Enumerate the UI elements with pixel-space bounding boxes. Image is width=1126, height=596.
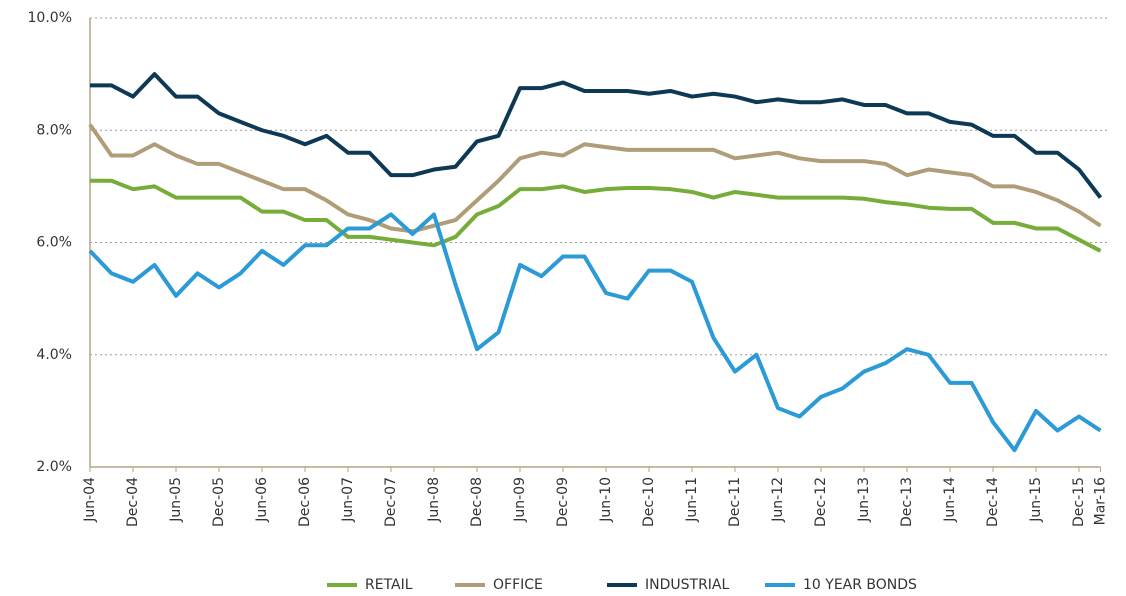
x-tick-label: Jun-06 bbox=[254, 477, 270, 523]
x-tick-label: Dec-06 bbox=[297, 477, 313, 527]
legend-label: RETAIL bbox=[365, 577, 413, 593]
x-tick-label: Dec-04 bbox=[125, 477, 141, 527]
y-tick-label: 8.0% bbox=[36, 122, 72, 138]
x-tick-label: Dec-10 bbox=[641, 477, 657, 527]
x-tick-label: Jun-12 bbox=[770, 477, 786, 523]
x-tick-label: Jun-13 bbox=[856, 477, 872, 523]
x-tick-label: Dec-15 bbox=[1071, 477, 1087, 527]
y-tick-label: 2.0% bbox=[36, 459, 72, 475]
x-tick-label: Jun-10 bbox=[598, 477, 614, 523]
series-line bbox=[88, 212, 1102, 453]
x-tick-label: Dec-09 bbox=[555, 477, 571, 527]
series-line bbox=[90, 72, 1103, 199]
legend-label: OFFICE bbox=[493, 577, 543, 593]
x-tick-label: Dec-05 bbox=[211, 477, 227, 527]
x-tick-label: Jun-15 bbox=[1028, 477, 1044, 523]
x-tick-label: Dec-13 bbox=[899, 477, 915, 527]
x-tick-label: Jun-07 bbox=[340, 477, 356, 523]
legend-label: INDUSTRIAL bbox=[645, 577, 730, 593]
x-tick-label: Jun-11 bbox=[684, 477, 700, 523]
y-tick-label: 6.0% bbox=[36, 235, 72, 251]
series-line bbox=[88, 123, 1102, 234]
series-line bbox=[90, 178, 1102, 253]
x-tick-label: Jun-09 bbox=[512, 477, 528, 523]
x-tick-label: Dec-14 bbox=[985, 477, 1001, 527]
x-tick-label: Jun-08 bbox=[426, 477, 442, 523]
x-tick-label: Jun-05 bbox=[168, 477, 184, 523]
x-tick-label: Mar-16 bbox=[1093, 477, 1109, 525]
y-tick-label: 4.0% bbox=[36, 347, 72, 363]
x-tick-label: Dec-07 bbox=[383, 477, 399, 527]
x-tick-label: Jun-14 bbox=[942, 477, 958, 523]
x-tick-label: Dec-11 bbox=[727, 477, 743, 527]
x-tick-label: Dec-12 bbox=[813, 477, 829, 527]
legend-label: 10 YEAR BONDS bbox=[803, 577, 917, 593]
y-tick-label: 10.0% bbox=[28, 10, 72, 26]
x-tick-label: Dec-08 bbox=[469, 477, 485, 527]
x-tick-label: Jun-04 bbox=[82, 477, 98, 523]
